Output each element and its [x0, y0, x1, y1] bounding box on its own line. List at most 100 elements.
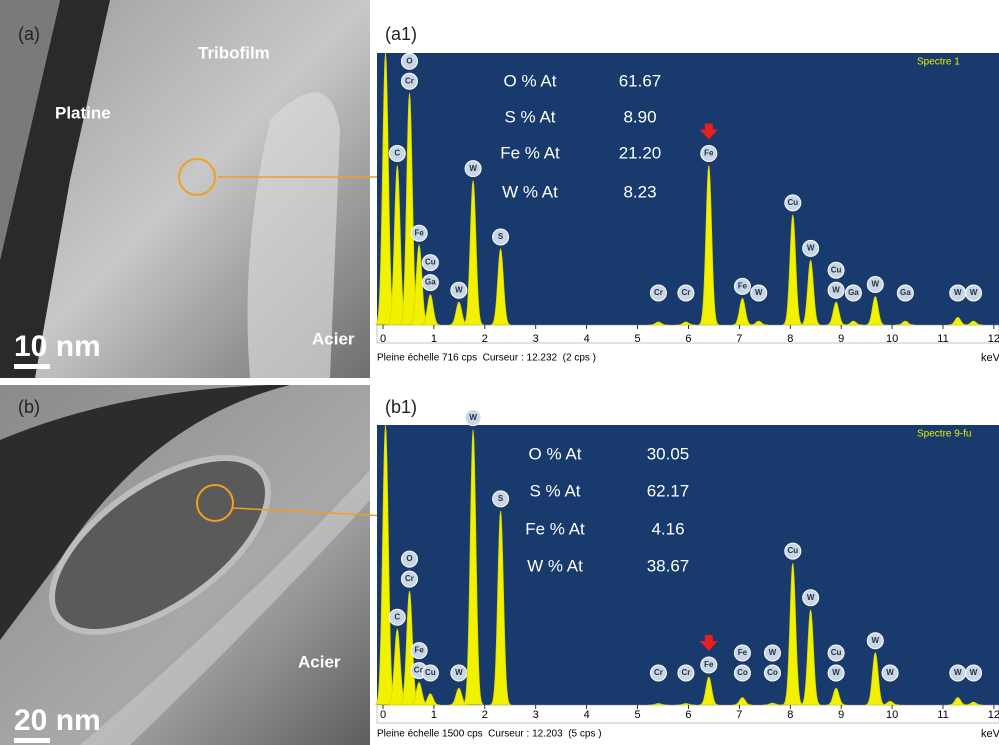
element-label: W [832, 285, 840, 294]
spectrum-footer: Pleine échelle 716 cps Curseur : 12.232 … [377, 353, 596, 364]
element-marker [763, 664, 781, 682]
element-marker [827, 261, 845, 279]
element-label: Fe [704, 660, 714, 669]
element-label: W [469, 164, 477, 173]
element-label: W [455, 285, 463, 294]
element-name: Fe % At [525, 519, 585, 538]
spectrum-peak [963, 701, 984, 706]
element-label: Cu [425, 668, 436, 677]
spectrum-peak [895, 320, 916, 326]
spectrum-peak [732, 697, 753, 706]
element-label: Cu [831, 265, 842, 274]
panel-label: (b1) [385, 397, 417, 417]
element-marker [866, 632, 884, 650]
element-label: W [832, 668, 840, 677]
element-label: Cr [405, 76, 414, 85]
highlight-arrow [699, 123, 718, 140]
element-label: W [886, 668, 894, 677]
element-marker [881, 664, 899, 682]
element-marker [733, 664, 751, 682]
element-label: Fe [738, 648, 748, 657]
x-tick-label: 10 [886, 333, 898, 345]
element-marker [866, 276, 884, 294]
x-tick-label: 4 [584, 709, 590, 721]
x-tick-label: 8 [787, 709, 793, 721]
element-label: C [394, 612, 400, 621]
element-marker [827, 644, 845, 662]
element-name: Fe % At [500, 143, 560, 162]
spectrum-peak [826, 301, 846, 326]
x-unit: keV [981, 728, 999, 740]
spectrum-peak [781, 563, 805, 706]
spectrum-peak [489, 510, 512, 705]
element-label: Cu [831, 648, 842, 657]
element-marker [492, 490, 510, 508]
spectrum-peak [676, 321, 696, 326]
element-name: W % At [502, 182, 558, 201]
element-name: O % At [529, 444, 582, 463]
spectrum-footer: Pleine échelle 1500 cps Curseur : 12.203… [377, 729, 602, 740]
element-label: Cu [787, 198, 798, 207]
plot-background [377, 53, 999, 325]
spectrum-peak [676, 703, 696, 706]
x-tick-label: 11 [937, 709, 948, 721]
spectrum-peak [963, 320, 984, 326]
image-label: Platine [55, 103, 111, 122]
element-name: O % At [504, 71, 557, 90]
element-marker [896, 284, 914, 302]
x-tick-label: 6 [685, 333, 691, 345]
x-tick-label: 4 [584, 333, 590, 345]
atomic-percent: 8.23 [623, 182, 656, 201]
x-tick-label: 8 [787, 333, 793, 345]
spectrum-peak [826, 687, 846, 706]
element-marker [802, 589, 820, 607]
element-marker [450, 281, 468, 299]
spectrum-peak [800, 609, 821, 706]
atomic-percent: 21.20 [619, 143, 662, 162]
panel-label: (a1) [385, 24, 417, 44]
element-label: Cr [405, 574, 414, 583]
spectrum-peak [865, 295, 886, 326]
x-tick-label: 1 [431, 333, 437, 345]
atomic-percent: 38.67 [647, 556, 690, 575]
element-marker [400, 550, 418, 568]
image-label: Acier [298, 652, 341, 671]
element-marker [410, 642, 428, 660]
spectrum-title: Spectre 9-fu [917, 429, 971, 440]
spectrum-peak [697, 165, 720, 326]
element-marker [844, 284, 862, 302]
element-marker [700, 656, 718, 674]
element-label: W [970, 668, 978, 677]
element-label: Cr [654, 668, 663, 677]
x-tick-label: 3 [533, 709, 539, 721]
plot-background [377, 425, 999, 705]
atomic-percent: 62.17 [647, 481, 690, 500]
x-tick-label: 6 [685, 709, 691, 721]
spectrum-peak [748, 320, 769, 326]
spectrum-peak [420, 693, 441, 706]
element-marker [388, 608, 406, 626]
tem-image-a [0, 0, 398, 379]
element-marker [421, 274, 439, 292]
element-marker [784, 194, 802, 212]
image-label: Tribofilm [198, 43, 270, 62]
spectrum-peak [420, 293, 441, 326]
element-marker [492, 228, 510, 246]
x-tick-label: 9 [838, 709, 844, 721]
tem-image-b [0, 385, 416, 745]
spectrum-peak [732, 297, 753, 326]
element-label: Fe [704, 149, 714, 158]
element-marker [400, 52, 418, 70]
element-name: W % At [527, 556, 583, 575]
element-label: W [455, 668, 463, 677]
element-marker [410, 224, 428, 242]
element-marker [733, 277, 751, 295]
spectrum-peak [843, 320, 864, 326]
element-label: Co [737, 668, 748, 677]
spectrum-peak [762, 702, 783, 706]
x-tick-label: 12 [988, 709, 999, 721]
element-label: W [469, 413, 477, 422]
x-tick-label: 2 [482, 333, 488, 345]
element-label: Cr [654, 288, 663, 297]
